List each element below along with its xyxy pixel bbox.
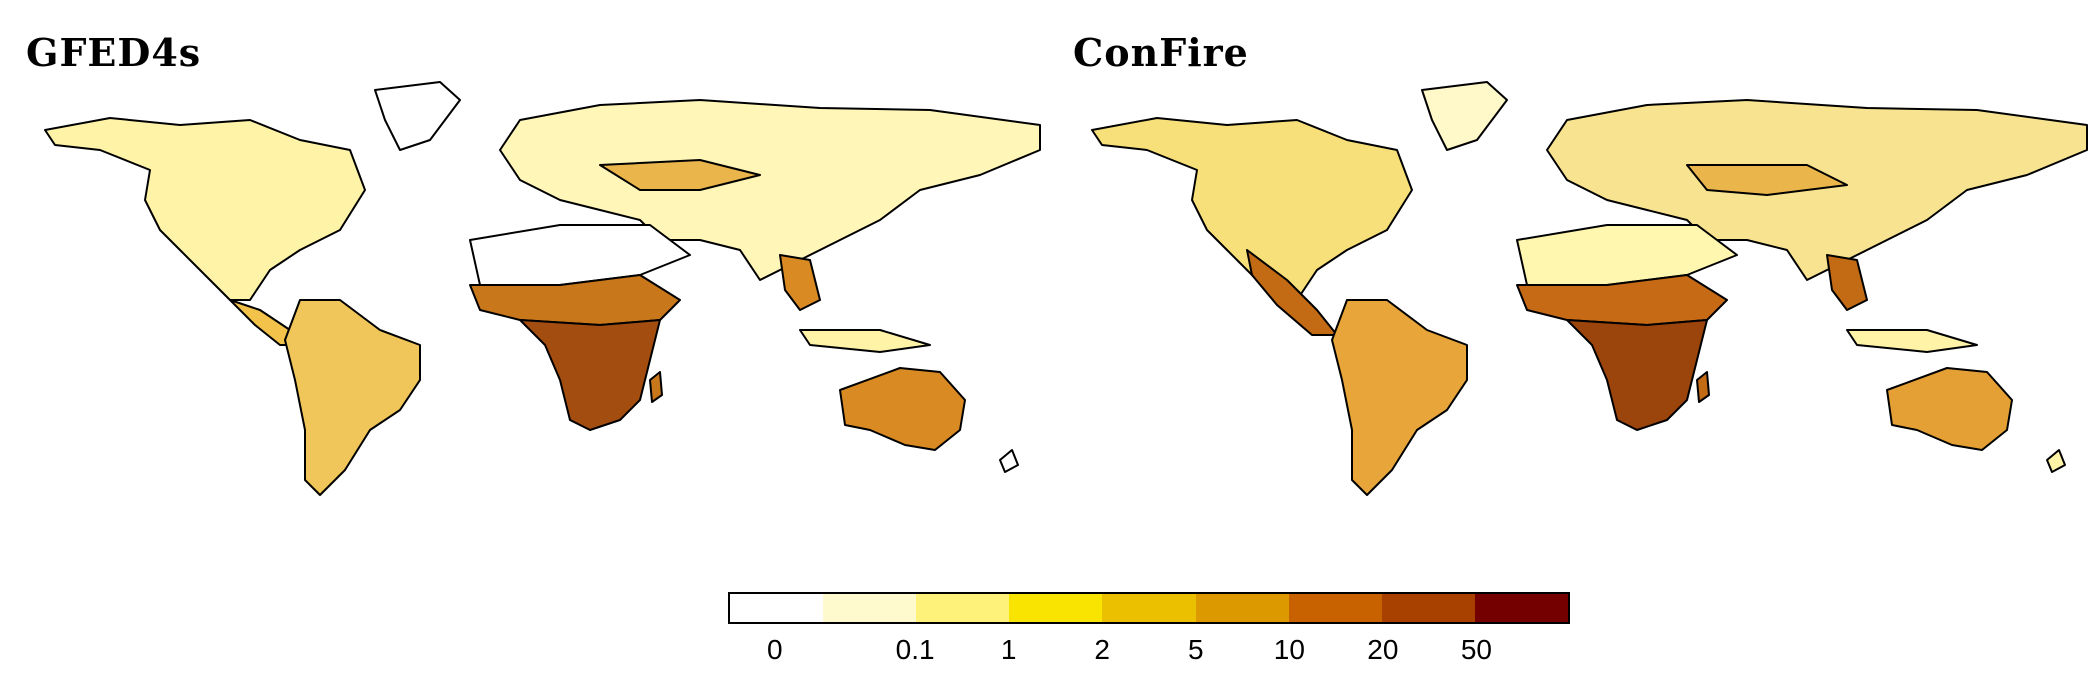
africa-north <box>469 224 691 286</box>
australia <box>1886 367 2013 451</box>
central-asia <box>1686 164 1848 196</box>
legend-swatch <box>916 594 1010 622</box>
new-zealand <box>999 449 1019 473</box>
greenland <box>1421 81 1508 151</box>
legend-tick-label: 2 <box>1094 634 1111 665</box>
north-america <box>44 117 366 301</box>
legend-tick-label: 0.1 <box>895 634 935 665</box>
legend-swatch <box>1102 594 1196 622</box>
legend-swatch <box>1288 594 1382 622</box>
africa-north <box>1516 224 1738 286</box>
africa-south <box>1566 319 1708 431</box>
legend-swatch <box>1474 594 1568 622</box>
legend-swatch <box>1381 594 1475 622</box>
australia <box>839 367 966 451</box>
indonesia <box>799 329 931 353</box>
legend-swatch <box>730 594 824 622</box>
se-asia <box>779 254 821 311</box>
central-asia <box>599 159 761 191</box>
legend-tick-label: 10 <box>1273 634 1305 665</box>
se-asia <box>1826 254 1868 311</box>
world-map-gfed4s <box>44 81 1041 496</box>
south-america <box>284 299 421 496</box>
map-panel-gfed4s: GFED4s <box>0 0 1047 520</box>
legend-swatch <box>1009 594 1103 622</box>
panel-title: ConFire <box>1073 30 1249 75</box>
eurasia <box>499 99 1041 281</box>
legend-tick-label: 1 <box>1000 634 1017 665</box>
madagascar <box>1696 371 1710 403</box>
south-america <box>1331 299 1468 496</box>
new-zealand <box>2046 449 2066 473</box>
greenland <box>374 81 461 151</box>
north-america <box>1091 117 1413 301</box>
legend-tick-label: 0 <box>766 634 783 665</box>
central-america <box>1246 249 1338 336</box>
legend-swatch <box>1195 594 1289 622</box>
madagascar <box>649 371 663 403</box>
panel-title: GFED4s <box>26 30 202 75</box>
world-map-confire <box>1091 81 2088 496</box>
legend-swatch <box>823 594 917 622</box>
indonesia <box>1846 329 1978 353</box>
legend-tick-label: 20 <box>1367 634 1399 665</box>
eurasia <box>1546 99 2088 281</box>
legend-tick-label: 5 <box>1187 634 1204 665</box>
africa-south <box>519 319 661 431</box>
legend-tick-label: 50 <box>1460 634 1493 665</box>
map-panel-confire: ConFire <box>1047 0 2094 520</box>
color-legend <box>728 592 1570 624</box>
